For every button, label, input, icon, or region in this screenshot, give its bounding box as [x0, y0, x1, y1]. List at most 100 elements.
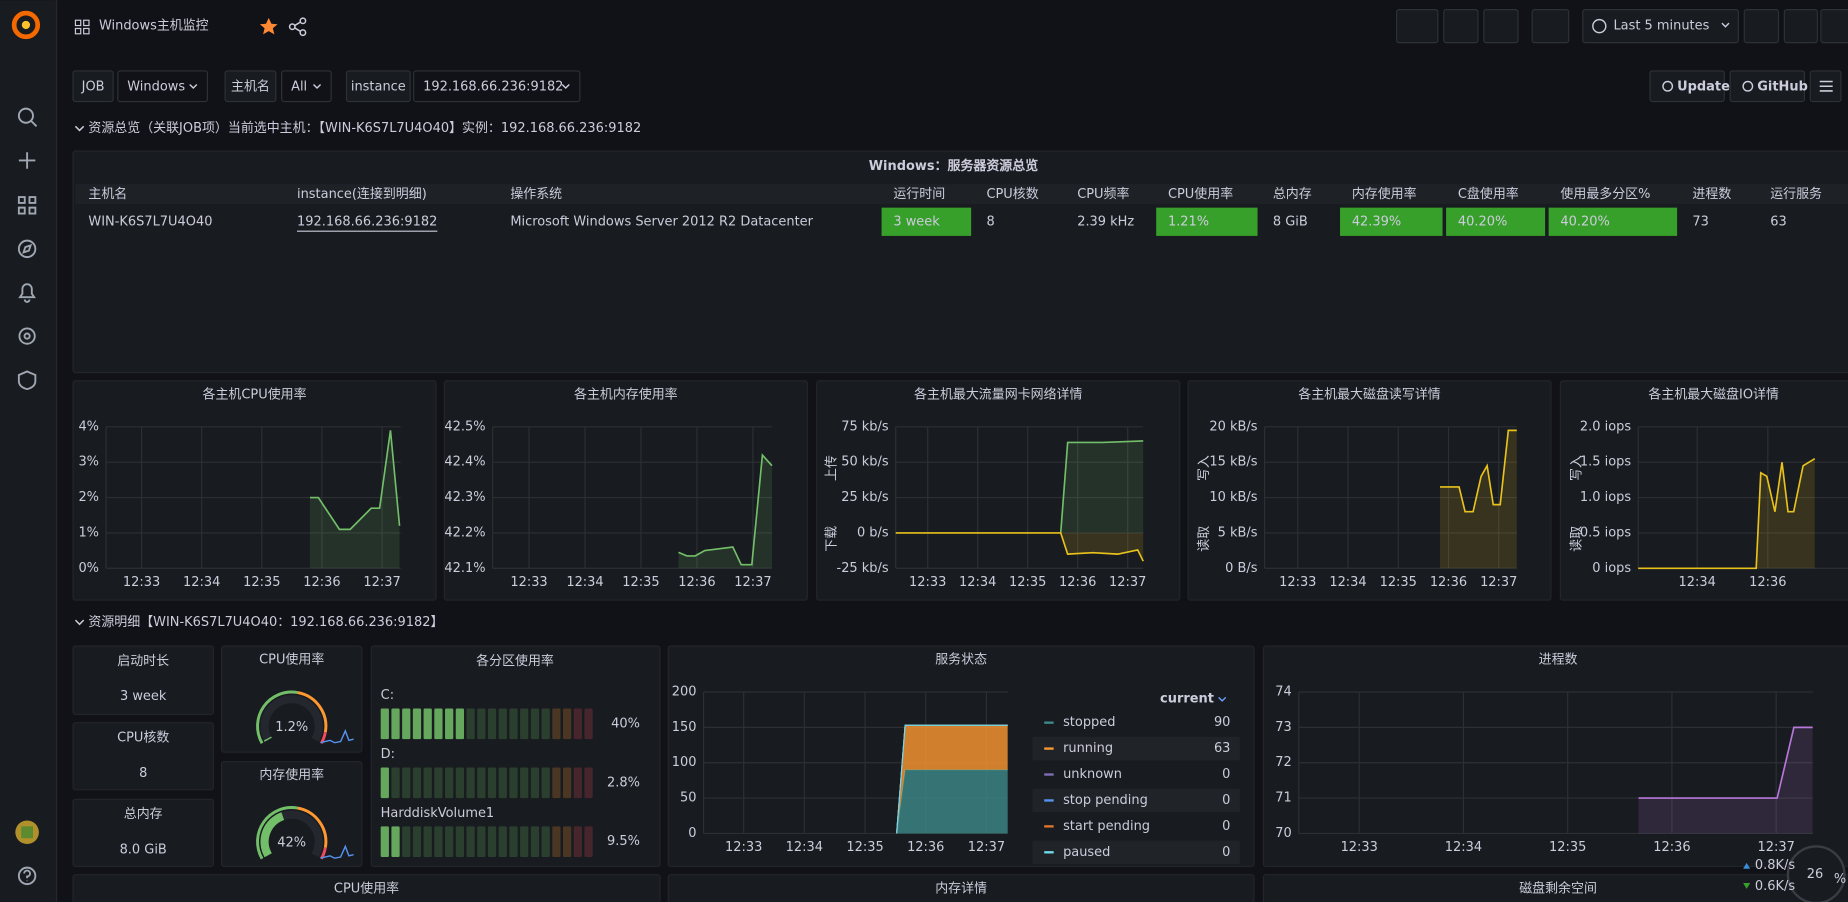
bar-gauge-cell: [466, 708, 475, 740]
bar-gauge-cell: [520, 767, 529, 799]
table-header[interactable]: instance(连接到明细): [297, 186, 427, 202]
explore-icon[interactable]: [17, 239, 37, 259]
caret: [561, 83, 570, 90]
legend-label[interactable]: paused: [1063, 845, 1110, 860]
bar-gauge-cell: [391, 767, 400, 799]
search-icon-handle: [30, 120, 38, 127]
toolbar-button[interactable]: [1531, 9, 1570, 44]
bar-gauge-cell: [434, 767, 443, 799]
table-header[interactable]: CPU频率: [1077, 186, 1129, 202]
star-icon[interactable]: [259, 17, 278, 35]
y-tick-label: 70: [1275, 826, 1291, 841]
area-fill: [896, 769, 1008, 834]
x-tick-label: 12:35: [243, 575, 280, 590]
toolbar-button[interactable]: [1743, 9, 1780, 44]
table-cell[interactable]: 192.168.66.236:9182: [297, 214, 437, 229]
variable-select[interactable]: [281, 70, 332, 103]
bar-gauge-cell: [477, 708, 486, 740]
y-tick-label: 42.5%: [444, 419, 485, 434]
table-cell-bg: [1446, 207, 1546, 236]
admin-icon[interactable]: [17, 370, 37, 391]
y-tick-label: 71: [1275, 791, 1291, 806]
row-chevron[interactable]: [74, 125, 85, 132]
variable-select[interactable]: [117, 70, 209, 103]
legend-label[interactable]: running: [1063, 741, 1113, 756]
table-header[interactable]: 运行时间: [893, 187, 945, 202]
panel: [370, 645, 661, 868]
y-tick-label: 0 b/s: [857, 525, 889, 540]
menu-icon: [1819, 80, 1833, 92]
x-tick-label: 12:33: [725, 840, 762, 855]
panel-title: 各分区使用率: [476, 653, 554, 669]
nav-icons: [17, 107, 38, 886]
table-header[interactable]: 总内存: [1273, 186, 1312, 202]
toolbar-button[interactable]: [1783, 9, 1818, 44]
search-icon[interactable]: [17, 107, 34, 124]
overlay-up: 0.8K/s: [1755, 858, 1795, 873]
bar-gauge-cell: [380, 767, 389, 799]
area-fill: [678, 455, 772, 569]
table-header[interactable]: 进程数: [1692, 187, 1731, 202]
table-header[interactable]: 操作系统: [510, 186, 562, 202]
series-line: [895, 532, 1144, 562]
bar-gauge-label: D:: [381, 747, 395, 762]
y-tick-label: 50: [680, 791, 696, 806]
table-header[interactable]: 使用最多分区%: [1560, 186, 1650, 202]
create-icon[interactable]: [18, 152, 36, 169]
row-chevron[interactable]: [74, 619, 85, 626]
bar-gauge-cell: [477, 767, 486, 799]
variable-select[interactable]: [413, 70, 581, 103]
y-tick-label: 0.5 iops: [1580, 525, 1631, 540]
table-header[interactable]: 运行服务: [1770, 186, 1822, 202]
table-cell-bg: [1548, 207, 1678, 236]
series-line: [1638, 457, 1816, 570]
y-tick-label: 150: [672, 720, 697, 735]
toolbar-button[interactable]: [1820, 9, 1848, 44]
share-icon[interactable]: [288, 17, 307, 37]
toolbar-button[interactable]: [1582, 9, 1739, 44]
table-header[interactable]: C盘使用率: [1458, 186, 1519, 202]
panel: [72, 722, 214, 791]
dashboards-icon[interactable]: [17, 196, 37, 215]
bar-gauge-cell: [552, 767, 561, 799]
x-tick-label: 12:37: [363, 575, 400, 590]
legend-header[interactable]: current: [1160, 692, 1214, 707]
series-line: [1439, 429, 1517, 513]
legend-label[interactable]: stop pending: [1063, 793, 1148, 808]
table-cell-bg: [1340, 207, 1443, 236]
legend-label[interactable]: stopped: [1063, 715, 1115, 730]
y-tick-label: 72: [1275, 755, 1291, 770]
bar-gauge-cell: [487, 767, 497, 799]
panel: [72, 380, 437, 601]
legend-label[interactable]: start pending: [1063, 819, 1150, 834]
table-header[interactable]: 内存使用率: [1352, 186, 1417, 202]
title-icon-cell: [83, 19, 90, 27]
link-button[interactable]: [1729, 70, 1805, 103]
toolbar-button[interactable]: [1396, 9, 1439, 44]
sidebar: [0, 0, 57, 902]
stat-value: 8: [139, 766, 147, 781]
link-button[interactable]: [1649, 70, 1725, 103]
table-header[interactable]: 主机名: [88, 186, 127, 202]
logo[interactable]: [11, 10, 41, 40]
x-tick-label: 12:37: [968, 840, 1005, 855]
caret: [1721, 22, 1730, 28]
legend-label[interactable]: unknown: [1063, 767, 1122, 782]
toolbar-button[interactable]: [1443, 9, 1479, 44]
bar-gauge-cell: [412, 708, 422, 740]
legend-row-bg: [1032, 788, 1240, 813]
gauge-threshold-band: [256, 690, 298, 745]
variable-value: 192.168.66.236:9182: [423, 79, 563, 94]
alerting-icon[interactable]: [18, 283, 36, 303]
y-tick-label: 0 B/s: [1225, 561, 1258, 576]
table-header[interactable]: CPU核数: [986, 187, 1038, 202]
config-icon[interactable]: [18, 327, 36, 345]
panel: [1187, 380, 1552, 601]
row-title: 资源总览（关联JOB项）当前选中主机：【WIN-K6S7L7U4O40】实例：1…: [88, 120, 641, 136]
down-arrow: [1743, 882, 1751, 889]
legend-value: 90: [1214, 715, 1230, 730]
toolbar-button[interactable]: [1483, 9, 1519, 44]
y-tick-label: 25 kb/s: [841, 490, 889, 505]
table-header[interactable]: CPU使用率: [1168, 186, 1233, 202]
help-icon[interactable]: [17, 866, 37, 886]
